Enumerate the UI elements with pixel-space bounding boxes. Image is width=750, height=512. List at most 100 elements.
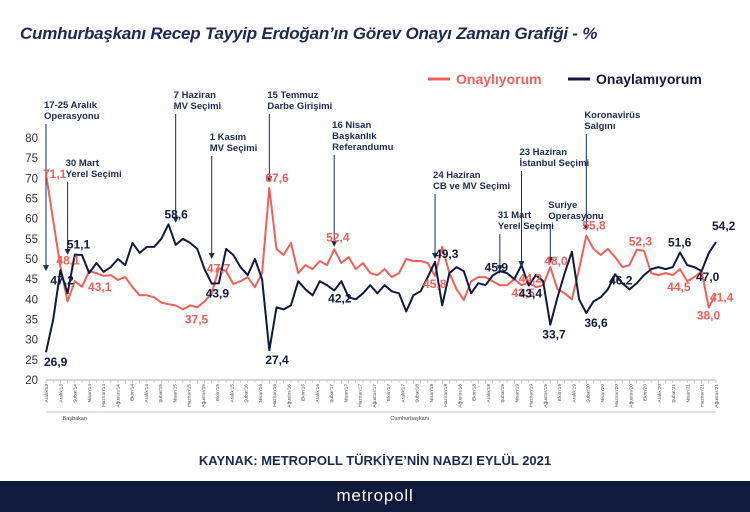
y-tick-label: 50 — [25, 254, 38, 266]
x-tick-label: Ağustos'19 — [543, 384, 549, 408]
x-tick-label: Ekim'20 — [643, 384, 649, 401]
series-line — [45, 223, 717, 353]
x-tick-label: Şubat'19 — [500, 384, 506, 403]
data-label: 36,6 — [584, 316, 608, 330]
brand-logo: metropoll — [336, 486, 414, 505]
x-tick-label: Aralık'20 — [657, 384, 663, 403]
event-annotation-label: 15 Temmuz — [267, 90, 318, 101]
event-annotation-label: Koronavirüs — [584, 110, 640, 121]
x-tick-label: Ağustos'21 — [714, 384, 720, 408]
x-tick-label: Şubat'14 — [73, 384, 79, 403]
x-tick-label: Ağustos'15 — [201, 384, 207, 408]
series-line — [45, 173, 717, 311]
x-tick-label: Ağustos'18 — [457, 384, 463, 408]
data-label: 44,2 — [519, 271, 543, 285]
y-tick-label: 65 — [25, 194, 38, 206]
event-annotation-label: Yerel Seçimi — [66, 169, 122, 180]
data-label: 43,4 — [519, 287, 543, 301]
x-tick-label: Ağustos'20 — [628, 384, 634, 408]
x-tick-label: Aralık'19 — [571, 384, 577, 403]
data-label: 43,1 — [88, 280, 112, 294]
data-label: 43,9 — [206, 287, 230, 301]
event-annotation-label: 7 Haziran — [174, 90, 216, 101]
x-tick-label: Ekim'19 — [557, 384, 563, 401]
x-tick-label: Aralık'18 — [486, 384, 492, 403]
x-tick-label: Ekim'16 — [301, 384, 307, 401]
x-tick-label: Ekim'18 — [472, 384, 478, 401]
page-title: Cumhurbaşkanı Recep Tayyip Erdoğan’ın Gö… — [20, 24, 598, 43]
x-tick-label: Haziran'19 — [529, 384, 535, 407]
event-annotation-label: Suriye — [548, 200, 577, 211]
x-tick-label: Şubat'17 — [329, 384, 335, 403]
data-label: 41,4 — [710, 291, 734, 305]
y-tick-label: 25 — [25, 355, 38, 367]
x-tick-label: Aralık'14 — [144, 384, 150, 403]
x-tick-label: Haziran'15 — [187, 384, 193, 407]
annotation-arrow-head — [583, 224, 590, 231]
x-tick-label: Ağustos'14 — [115, 384, 121, 408]
y-tick-label: 75 — [25, 153, 38, 165]
data-label: 37,5 — [185, 312, 209, 326]
data-label: 43,5 — [511, 286, 535, 300]
data-label: 49,3 — [435, 247, 459, 261]
data-label: 52,3 — [629, 235, 653, 249]
x-tick-label: Haziran'14 — [101, 384, 107, 407]
event-annotation-label: Operasyonu — [44, 111, 100, 122]
y-tick-label: 45 — [25, 274, 38, 286]
x-tick-label: Nisan'16 — [258, 384, 264, 403]
event-annotation-label: 23 Haziran — [519, 147, 567, 158]
event-annotation-label: 30 Mart — [66, 158, 100, 169]
x-tick-label: Ekim'14 — [130, 384, 136, 401]
y-tick-label: 70 — [25, 173, 38, 185]
x-tick-label: Nisan'21 — [685, 384, 691, 403]
annotation-arrow-head — [64, 248, 71, 255]
event-annotation-label: Yerel Seçimi — [498, 221, 554, 232]
event-annotation-label: MV Seçimi — [210, 143, 258, 154]
x-tick-label: Ağustos'17 — [372, 384, 378, 408]
x-tick-label: Aralık'16 — [315, 384, 321, 403]
x-tick-label: Nisan'14 — [87, 384, 93, 403]
approval-line-chart: 20 25 30 35 40 45 50 55 60 65 70 75 80 Aralık'13 Aralı… — [25, 71, 736, 422]
data-label: 47,0 — [696, 270, 720, 284]
y-tick-label: 60 — [25, 214, 38, 226]
event-annotation-label: 24 Haziran — [433, 170, 481, 181]
annotation-arrow-head — [172, 216, 179, 223]
data-label: 54,2 — [712, 219, 736, 233]
event-annotation-label: 16 Nisan — [332, 120, 371, 131]
data-label: 45,8 — [423, 277, 447, 291]
y-tick-label: 40 — [25, 294, 38, 306]
event-annotation-label: 1 Kasım — [210, 132, 246, 143]
event-annotation-label: İstanbul Seçimi — [519, 158, 589, 169]
source-note: KAYNAK: METROPOLL TÜRKİYE’NİN NABZI EYLÜ… — [198, 453, 552, 468]
data-label: 47,2 — [50, 273, 74, 287]
x-tick-label: Aralık'17 — [400, 384, 406, 403]
data-label: 44,5 — [667, 280, 691, 294]
annotation-arrow-head — [208, 253, 215, 259]
data-label: 45,9 — [485, 261, 509, 275]
x-tick-label: Şubat'16 — [244, 384, 250, 403]
x-tick-label: Ekim'15 — [215, 384, 221, 401]
legend-label: Onaylamıyorum — [596, 71, 702, 87]
y-tick-label: 55 — [25, 234, 38, 246]
y-tick-label: 30 — [25, 335, 38, 347]
annotation-arrow-head — [43, 265, 49, 272]
data-label: 55,8 — [582, 219, 606, 233]
annotation-arrow-head — [518, 261, 525, 268]
annotation-arrow-head — [432, 253, 439, 259]
data-label: 47,7 — [207, 261, 231, 275]
event-annotation-label: CB ve MV Seçimi — [433, 181, 510, 192]
data-label: 42,2 — [328, 291, 352, 305]
event-annotation-label: 17-25 Aralık — [44, 100, 98, 111]
x-tick-label: Haziran'16 — [272, 384, 278, 407]
x-tick-label: Haziran'17 — [358, 384, 364, 407]
event-annotation-label: 31 Mart — [498, 210, 532, 221]
footer-bar: metropoll — [0, 481, 750, 512]
data-label: 52,4 — [326, 230, 350, 244]
event-annotation-label: MV Seçimi — [174, 101, 222, 112]
x-tick-label: Aralık'13 — [44, 384, 50, 403]
x-tick-label: Şubat'21 — [671, 384, 677, 403]
annotation-arrow-head — [547, 257, 554, 264]
data-label: 27,4 — [265, 353, 289, 367]
legend-label: Onaylıyorum — [456, 71, 542, 87]
data-label: 33,7 — [542, 328, 566, 342]
